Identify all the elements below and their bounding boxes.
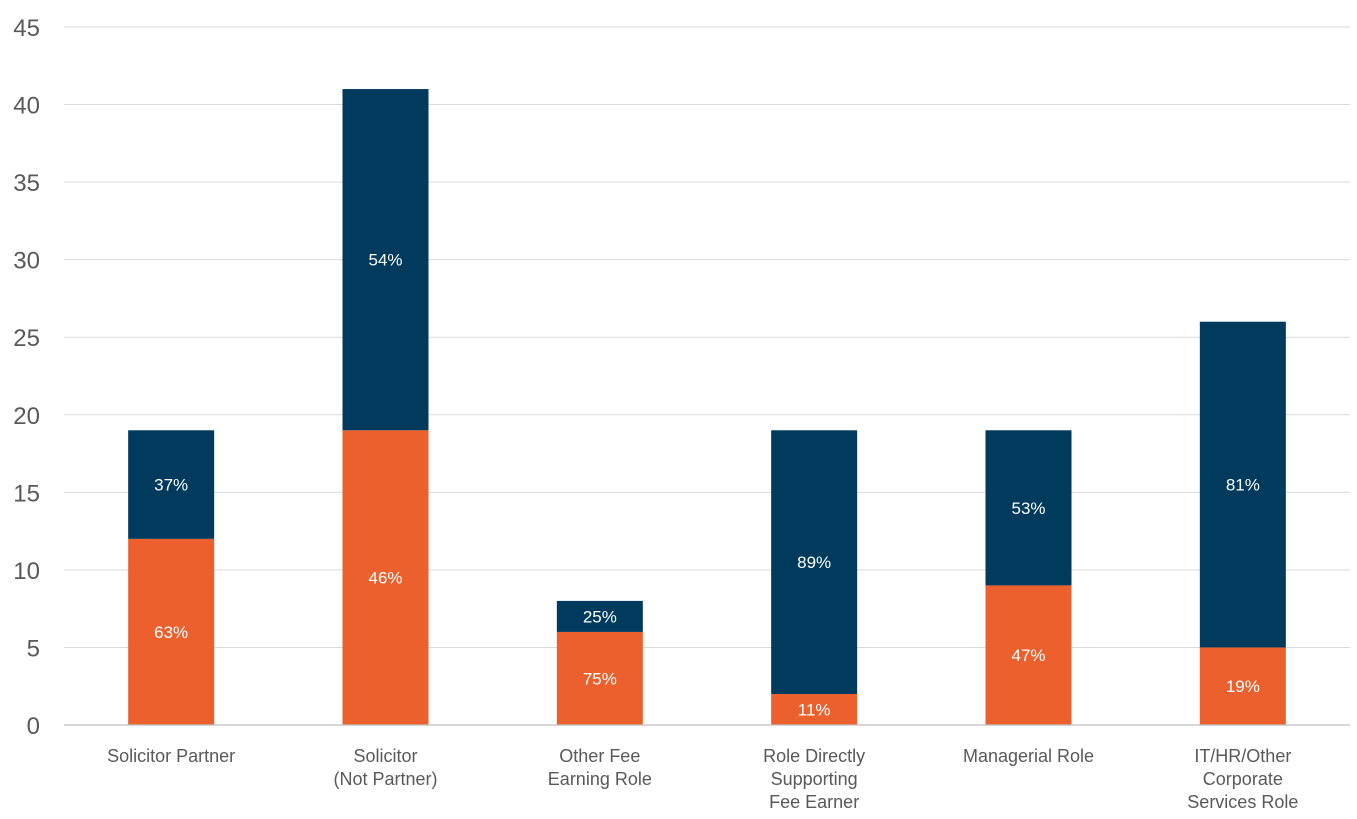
gridlines [64,26,1350,648]
x-tick-label: Solicitor (Not Partner) [333,746,437,789]
data-label: 54% [368,251,402,270]
bar-segment [128,538,215,725]
data-label: 25% [583,607,617,626]
bar-segment [342,89,429,431]
x-tick-label: IT/HR/Other Corporate Services Role [1187,746,1298,812]
x-tick-label: Role Directly Supporting Fee Earner [763,746,865,812]
y-tick-label: 5 [27,635,40,662]
x-tick-label: Solicitor Partner [107,746,235,766]
y-tick-label: 20 [13,403,40,430]
bars [128,89,1286,725]
data-label: 19% [1226,677,1260,696]
x-tick-label: Other Fee Earning Role [548,746,652,789]
data-label: 75% [583,669,617,688]
bar-segment [1199,647,1286,725]
y-tick-label: 45 [13,15,40,42]
data-label: 37% [154,476,188,495]
data-labels: 63% 37% 46% 54% 75% 25% 11% 89% 47% 53% 19% 81% [154,251,1260,720]
bar-segment [771,430,858,694]
y-tick-label: 35 [13,170,40,197]
bar-segment [128,430,215,539]
y-tick-label: 0 [27,713,40,740]
y-axis-ticks: 0 5 10 15 20 25 30 35 40 45 [13,15,40,740]
x-tick-label: Managerial Role [963,746,1094,766]
data-label: 47% [1011,646,1045,665]
bar-segment [771,693,858,725]
bar-segment [985,585,1072,725]
bar-segment [1199,321,1286,648]
bar-segment [556,631,643,725]
bar-segment [985,430,1072,586]
y-tick-label: 15 [13,480,40,507]
data-label: 11% [798,700,831,719]
x-axis-ticks: Solicitor Partner Solicitor (Not Partner) O… [107,746,1298,812]
data-label: 89% [797,553,831,572]
bar-segment [556,600,643,632]
data-label: 53% [1011,499,1045,518]
y-tick-label: 25 [13,325,40,352]
data-label: 46% [368,569,402,588]
data-label: 63% [154,623,188,642]
y-tick-label: 10 [13,558,40,585]
y-tick-label: 40 [13,93,40,120]
data-label: 81% [1226,476,1260,495]
bar-segment [342,430,429,725]
y-tick-label: 30 [13,248,40,275]
